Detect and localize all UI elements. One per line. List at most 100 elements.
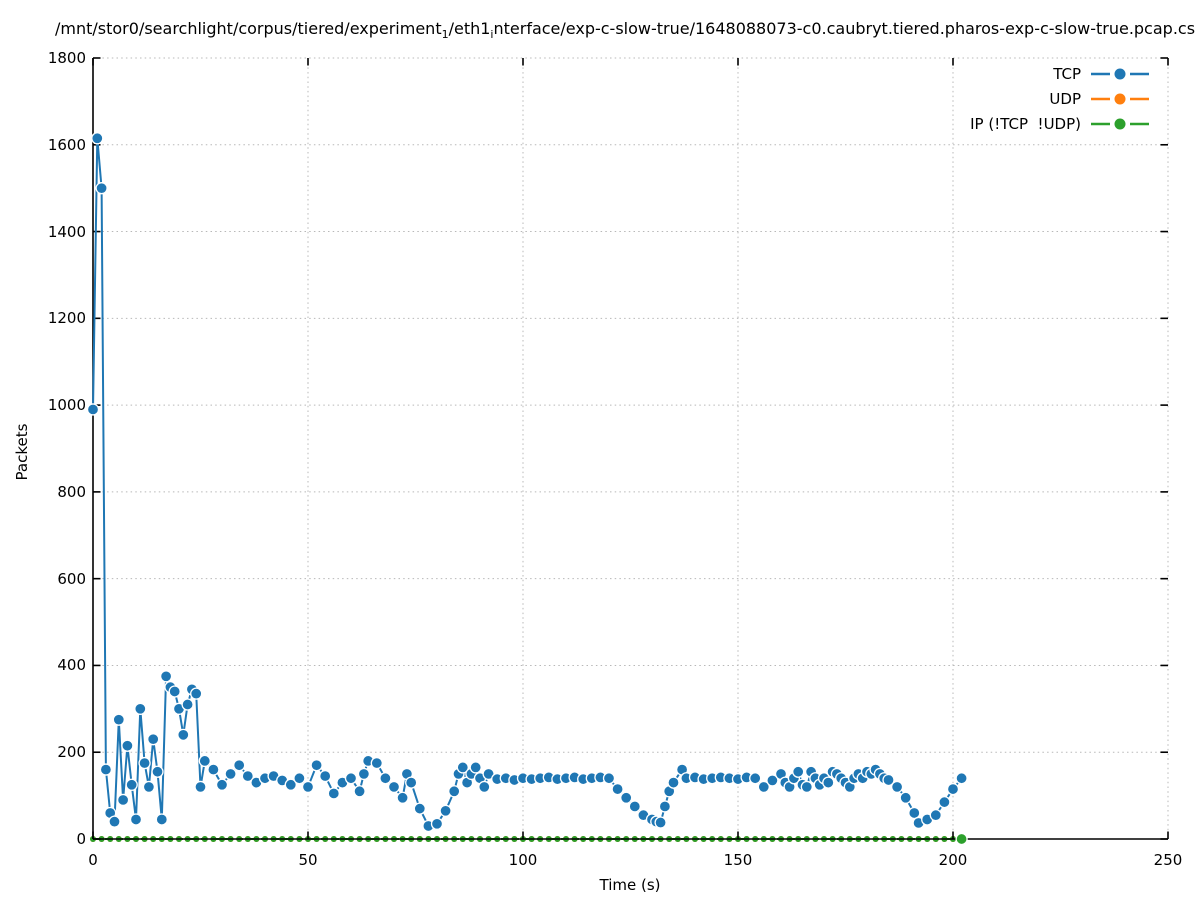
chart-title: /mnt/stor0/searchlight/corpus/tiered/exp… <box>55 19 1195 41</box>
tcp-series-marker <box>899 791 912 804</box>
chart-title-segment: /mnt/stor0/searchlight/corpus/tiered/exp… <box>55 19 442 38</box>
tcp-series-marker <box>198 754 211 768</box>
tcp-series-marker <box>327 787 340 800</box>
tcp-series-marker <box>207 763 220 776</box>
legend-item-tcp: TCP <box>970 61 1149 86</box>
tcp-series-marker <box>620 791 633 804</box>
tcp-series-marker <box>628 800 641 813</box>
tcp-series-marker <box>121 739 134 752</box>
legend-marker-sample <box>1091 68 1149 79</box>
x-tick-label: 250 <box>1153 851 1183 869</box>
y-tick-label: 1400 <box>47 222 86 241</box>
tcp-series-marker <box>91 132 104 145</box>
legend-item-udp: UDP <box>970 86 1149 111</box>
y-tick-label: 1000 <box>47 396 86 415</box>
tcp-series-marker <box>168 685 181 698</box>
legend-item-ip-tcp-udp: IP (!TCP !UDP) <box>970 111 1149 136</box>
y-tick-label: 200 <box>57 743 86 762</box>
legend-label: IP (!TCP !UDP) <box>970 114 1081 133</box>
tcp-series-marker <box>882 773 895 787</box>
tcp-series-marker <box>155 813 168 826</box>
tcp-series-marker <box>405 776 418 789</box>
tcp-series-marker <box>224 767 237 781</box>
x-tick-label: 50 <box>298 851 318 869</box>
tcp-series-marker <box>147 733 160 746</box>
tcp-series-marker <box>938 795 951 809</box>
tcp-series-marker <box>108 815 121 828</box>
x-tick-label: 0 <box>88 851 98 869</box>
tcp-series-marker <box>929 808 942 822</box>
tcp-series-marker <box>284 778 297 791</box>
x-tick-label: 150 <box>723 851 753 869</box>
tcp-series-marker <box>116 793 130 807</box>
tcp-series-marker <box>142 780 156 794</box>
y-tick-label: 1200 <box>47 309 86 328</box>
tcp-series-marker <box>293 772 306 785</box>
tcp-series-marker <box>749 772 762 785</box>
tcp-series-marker <box>357 767 371 781</box>
tcp-series-marker <box>602 772 616 785</box>
tcp-series-marker <box>456 761 469 774</box>
tcp-series-marker <box>908 806 921 820</box>
tcp-series-marker <box>654 816 667 829</box>
tcp-series-marker <box>151 765 164 778</box>
chart-title-subscript: 1 <box>441 28 449 41</box>
tcp-series-marker <box>946 782 960 796</box>
tcp-series-marker <box>370 756 383 770</box>
tcp-series-marker <box>194 780 207 794</box>
tcp-series-marker <box>667 776 680 789</box>
legend-marker-sample <box>1091 93 1149 104</box>
tcp-series-marker <box>822 776 835 789</box>
tcp-series-marker <box>413 802 426 815</box>
y-tick-label: 0 <box>76 830 86 848</box>
tcp-series-marker <box>129 813 143 826</box>
tcp-series-marker <box>95 182 108 195</box>
legend-marker-sample <box>1091 118 1149 129</box>
tcp-series-marker <box>792 765 805 778</box>
tcp-series-marker <box>658 800 672 813</box>
tcp-series-marker <box>319 769 332 783</box>
tcp-series-marker <box>448 785 461 798</box>
x-tick-label: 200 <box>938 851 968 869</box>
tcp-series-marker <box>430 817 444 830</box>
tcp-series-marker <box>134 702 147 715</box>
tcp-series-marker <box>478 780 491 794</box>
ip-series-last-marker <box>955 832 968 846</box>
tcp-series-marker <box>159 670 173 683</box>
tcp-series-marker <box>439 804 452 817</box>
y-tick-label: 800 <box>57 482 86 501</box>
tcp-series-marker <box>112 713 125 726</box>
tcp-series-marker <box>387 780 401 794</box>
tcp-series-marker <box>310 759 323 772</box>
tcp-series-marker <box>138 756 151 770</box>
legend-label: TCP <box>1053 64 1081 83</box>
tcp-series-marker <box>181 698 194 711</box>
tcp-series-marker <box>190 687 203 700</box>
tcp-series-marker <box>344 772 358 785</box>
tcp-series-marker <box>396 791 409 804</box>
tcp-series-marker <box>177 728 190 742</box>
x-tick-label: 100 <box>508 851 538 869</box>
tcp-series-marker <box>301 780 315 794</box>
tcp-series-marker <box>215 778 229 791</box>
legend: TCP UDP IP (!TCP !UDP) <box>970 61 1149 136</box>
tcp-series-marker <box>241 769 254 783</box>
tcp-series-marker <box>955 772 968 785</box>
tcp-series-marker <box>757 780 770 794</box>
y-tick-label: 1800 <box>47 49 86 67</box>
tcp-series-marker <box>86 403 100 416</box>
y-tick-label: 400 <box>57 656 86 675</box>
tcp-series-marker <box>379 772 392 785</box>
tcp-series-marker <box>125 778 138 791</box>
tcp-series-marker <box>353 785 366 798</box>
tcp-series-marker <box>469 761 482 774</box>
tcp-series-marker <box>766 774 779 787</box>
tcp-series-marker <box>890 780 904 794</box>
chart-title-subscript: i <box>490 28 494 41</box>
y-tick-label: 1600 <box>47 135 86 154</box>
tcp-series-marker <box>99 763 113 776</box>
tcp-series-line <box>92 137 963 827</box>
tcp-series-marker <box>800 780 813 794</box>
chart-title-segment: nterface/exp-c-slow-true/1648088073-c0.c… <box>493 19 1196 38</box>
